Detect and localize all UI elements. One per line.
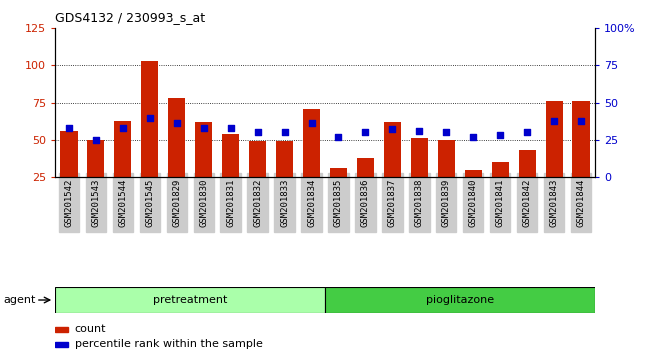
Bar: [545, 101, 563, 214]
Bar: [276, 141, 293, 214]
Bar: [222, 134, 239, 214]
Bar: [87, 140, 105, 214]
Bar: [437, 140, 455, 214]
Bar: [384, 122, 401, 214]
Bar: [114, 120, 131, 214]
Point: [252, 130, 263, 135]
Point: [414, 128, 424, 134]
Point: [118, 125, 128, 131]
Text: pioglitazone: pioglitazone: [426, 295, 494, 305]
Bar: [325, 287, 595, 313]
Bar: [465, 170, 482, 214]
Text: percentile rank within the sample: percentile rank within the sample: [75, 339, 263, 349]
Text: pretreatment: pretreatment: [153, 295, 228, 305]
Point: [333, 134, 344, 140]
Bar: [330, 168, 347, 214]
Bar: [357, 158, 374, 214]
Bar: [168, 98, 185, 214]
Text: agent: agent: [3, 295, 36, 305]
Bar: [141, 61, 159, 214]
Bar: [249, 141, 266, 214]
Point: [172, 121, 182, 126]
Bar: [573, 101, 590, 214]
Point: [441, 130, 452, 135]
Point: [226, 125, 236, 131]
Point: [90, 137, 101, 143]
Point: [468, 134, 478, 140]
Bar: [303, 109, 320, 214]
Point: [495, 132, 506, 138]
Bar: [55, 287, 325, 313]
Bar: [519, 150, 536, 214]
Point: [306, 121, 317, 126]
Point: [64, 125, 74, 131]
Point: [576, 118, 586, 123]
Point: [522, 130, 532, 135]
Bar: [55, 342, 68, 347]
Point: [360, 130, 370, 135]
Bar: [491, 162, 509, 214]
Text: count: count: [75, 324, 106, 334]
Bar: [195, 122, 213, 214]
Point: [198, 125, 209, 131]
Bar: [55, 327, 68, 332]
Bar: [60, 131, 77, 214]
Point: [144, 115, 155, 120]
Point: [549, 118, 560, 123]
Text: GDS4132 / 230993_s_at: GDS4132 / 230993_s_at: [55, 11, 205, 24]
Point: [280, 130, 290, 135]
Point: [387, 127, 398, 132]
Bar: [411, 138, 428, 214]
